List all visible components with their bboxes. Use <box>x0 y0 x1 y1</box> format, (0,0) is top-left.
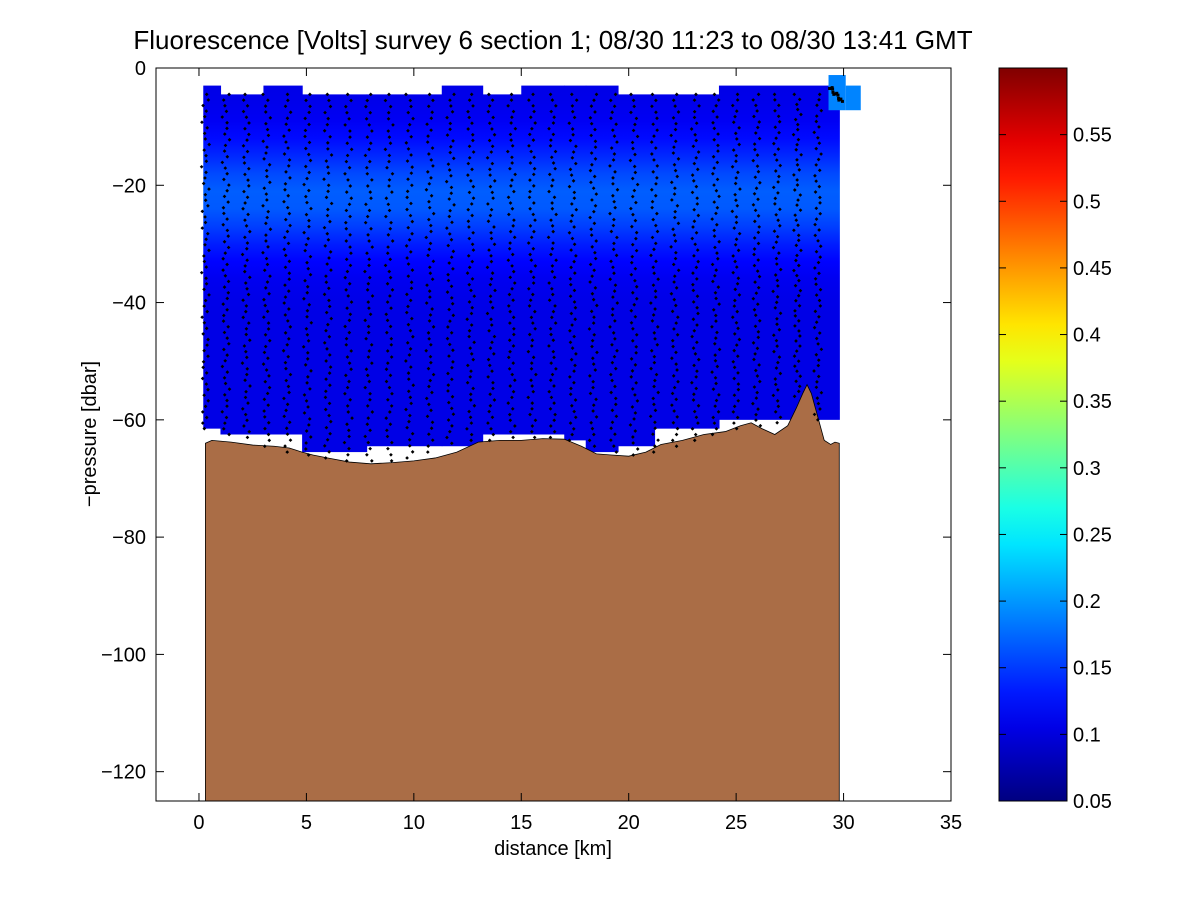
cast-profile-6 <box>301 92 314 457</box>
cast-profile-11 <box>404 92 416 460</box>
cast-profile-19 <box>567 92 579 443</box>
x-tick-label: 20 <box>618 812 640 834</box>
colorbar-tick-label: 0.55 <box>1073 125 1112 147</box>
colorbar-ticks: 0.05 0.1 0.15 0.2 0.25 0.3 0.35 0.4 0.45 0.5 0.55 <box>999 125 1112 813</box>
cast-profile-22 <box>628 92 640 457</box>
colorbar-tick-label: 0.15 <box>1073 658 1112 680</box>
cast-profile-10 <box>383 92 395 463</box>
cast-cluster-top-right <box>828 86 844 103</box>
field-column-3 <box>263 85 303 435</box>
colorbar-tick-label: 0.45 <box>1073 258 1112 280</box>
cast-profiles <box>199 86 844 463</box>
colorbar-tick-label: 0.5 <box>1073 191 1101 213</box>
x-axis-label: distance [km] <box>494 838 612 860</box>
cast-profile-8 <box>342 92 354 463</box>
cast-profile-4 <box>261 92 273 449</box>
y-axis-ticks: 0 −20 −40 −60 −80 −100 −120 <box>101 58 951 784</box>
y-tick-label: −100 <box>101 644 146 666</box>
cast-profile-2 <box>220 92 232 437</box>
cast-profile-18 <box>546 92 559 440</box>
x-tick-label: 25 <box>725 812 747 834</box>
y-tick-label: −60 <box>112 410 146 432</box>
cast-profile-29 <box>771 92 783 425</box>
cast-profile-21 <box>608 92 620 454</box>
field-column-10 <box>585 85 619 453</box>
colorbar: 0.05 0.1 0.15 0.2 0.25 0.3 0.35 0.4 0.45 0.5 0.55 <box>998 67 1112 813</box>
field-column-7 <box>482 94 522 435</box>
y-tick-label: 0 <box>135 58 146 80</box>
field-column-4 <box>302 94 368 453</box>
colorbar-tick-label: 0.35 <box>1073 391 1112 413</box>
cast-profile-14 <box>465 92 477 443</box>
cast-profile-13 <box>444 92 456 446</box>
x-axis-ticks: 0 5 10 15 20 25 30 35 <box>193 68 962 834</box>
x-tick-label: 15 <box>510 812 532 834</box>
plot-frame <box>155 67 952 802</box>
y-axis-label: −pressure [dbar] <box>79 361 101 507</box>
x-tick-label: 5 <box>301 812 312 834</box>
field-column-1 <box>203 85 222 429</box>
y-tick-label: −20 <box>112 175 146 197</box>
seabed-bathymetry <box>205 383 840 801</box>
field-column-12 <box>654 94 720 429</box>
colorbar-tick-label: 0.4 <box>1073 325 1101 347</box>
cast-profile-25 <box>689 92 701 443</box>
colorbar-tick-label: 0.2 <box>1073 591 1101 613</box>
y-tick-label: −80 <box>112 527 146 549</box>
colorbar-tick-label: 0.3 <box>1073 458 1101 480</box>
cast-profile-7 <box>322 92 334 460</box>
colorbar-tick-label: 0.1 <box>1073 724 1101 746</box>
cast-profile-20 <box>587 92 599 449</box>
plot-area: 0 5 10 15 20 25 30 35 0 −20 −40 −60 −80 −100 −120 <box>101 58 962 834</box>
colorbar-tick-label: 0.05 <box>1073 791 1112 813</box>
colorbar-gradient <box>999 68 1067 801</box>
cast-profile-3 <box>240 92 252 440</box>
cast-profile-12 <box>424 92 436 454</box>
fluorescence-field <box>203 75 861 453</box>
x-tick-label: 35 <box>940 812 962 834</box>
cast-profile-9 <box>363 92 375 463</box>
field-column-5 <box>366 94 443 447</box>
cast-profile-26 <box>710 92 722 437</box>
y-tick-label: −40 <box>112 293 146 315</box>
x-tick-label: 10 <box>403 812 425 834</box>
field-column-11 <box>617 94 656 447</box>
seabed-shape <box>205 383 840 801</box>
colorbar-frame <box>998 67 1068 802</box>
colorbar-tick-label: 0.25 <box>1073 524 1112 546</box>
field-column-9 <box>564 85 587 441</box>
cast-profile-16 <box>505 92 518 440</box>
field-column-8 <box>521 85 565 435</box>
x-tick-label: 0 <box>193 812 204 834</box>
y-tick-label: −120 <box>101 762 146 784</box>
cast-profile-5 <box>281 92 293 454</box>
cast-profile-1 <box>199 92 212 431</box>
cast-profile-15 <box>485 92 497 443</box>
field-patch-2 <box>845 85 861 111</box>
x-tick-label: 30 <box>832 812 854 834</box>
chart-title: Fluorescence [Volts] survey 6 section 1;… <box>133 25 972 55</box>
